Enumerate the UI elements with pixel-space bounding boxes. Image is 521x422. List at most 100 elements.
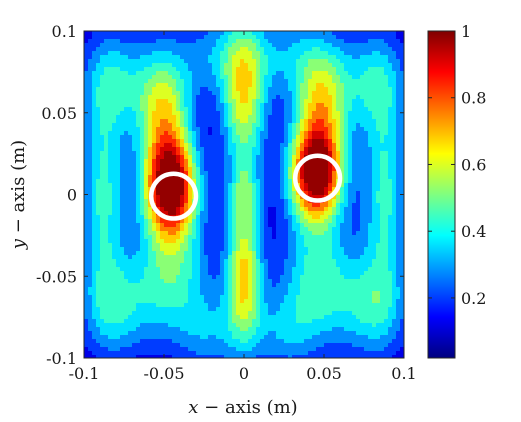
field-cell: [240, 115, 245, 120]
field-cell: [308, 275, 313, 280]
field-cell: [300, 183, 305, 188]
field-cell: [308, 135, 313, 140]
field-cell: [128, 111, 133, 116]
field-cell: [188, 131, 193, 136]
field-cell: [364, 63, 369, 68]
field-cell: [188, 87, 193, 92]
field-cell: [120, 251, 125, 256]
field-cell: [268, 47, 273, 52]
field-cell: [228, 139, 233, 144]
field-cell: [288, 79, 293, 84]
field-cell: [140, 159, 145, 164]
field-cell: [300, 95, 305, 100]
field-cell: [116, 243, 121, 248]
field-cell: [128, 143, 133, 148]
field-cell: [384, 211, 389, 216]
field-cell: [208, 131, 213, 136]
field-cell: [192, 35, 197, 40]
field-cell: [92, 171, 97, 176]
field-cell: [240, 107, 245, 112]
field-cell: [248, 131, 253, 136]
field-cell: [388, 39, 393, 44]
field-cell: [304, 207, 309, 212]
field-cell: [240, 55, 245, 60]
field-cell: [380, 235, 385, 240]
field-cell: [304, 107, 309, 112]
field-cell: [180, 235, 185, 240]
field-cell: [212, 259, 217, 264]
field-cell: [284, 143, 289, 148]
field-cell: [264, 179, 269, 184]
field-cell: [200, 115, 205, 120]
field-cell: [260, 103, 265, 108]
field-cell: [296, 43, 301, 48]
field-cell: [268, 151, 273, 156]
field-cell: [128, 71, 133, 76]
field-cell: [324, 103, 329, 108]
field-cell: [296, 115, 301, 120]
field-cell: [236, 211, 241, 216]
field-cell: [88, 35, 93, 40]
field-cell: [296, 139, 301, 144]
field-cell: [228, 199, 233, 204]
field-cell: [348, 259, 353, 264]
field-cell: [208, 187, 213, 192]
field-cell: [124, 147, 129, 152]
field-cell: [208, 231, 213, 236]
field-cell: [260, 227, 265, 232]
field-cell: [108, 79, 113, 84]
field-cell: [276, 131, 281, 136]
field-cell: [84, 31, 89, 36]
field-cell: [92, 107, 97, 112]
field-cell: [364, 59, 369, 64]
field-cell: [380, 207, 385, 212]
field-cell: [348, 139, 353, 144]
field-cell: [292, 199, 297, 204]
field-cell: [276, 219, 281, 224]
field-cell: [332, 227, 337, 232]
field-cell: [208, 223, 213, 228]
field-cell: [156, 147, 161, 152]
field-cell: [304, 139, 309, 144]
field-cell: [204, 87, 209, 92]
field-cell: [308, 227, 313, 232]
field-cell: [264, 175, 269, 180]
field-cell: [376, 31, 381, 36]
field-cell: [208, 275, 213, 280]
field-cell: [292, 119, 297, 124]
field-cell: [232, 127, 237, 132]
field-cell: [340, 171, 345, 176]
field-cell: [120, 199, 125, 204]
field-cell: [356, 39, 361, 44]
field-cell: [124, 179, 129, 184]
field-cell: [228, 75, 233, 80]
field-cell: [156, 235, 161, 240]
field-cell: [288, 219, 293, 224]
field-cell: [360, 31, 365, 36]
field-cell: [232, 31, 237, 36]
field-cell: [356, 135, 361, 140]
field-cell: [108, 115, 113, 120]
field-cell: [288, 275, 293, 280]
field-cell: [360, 123, 365, 128]
field-cell: [312, 111, 317, 116]
field-cell: [308, 267, 313, 272]
field-cell: [336, 39, 341, 44]
field-cell: [244, 255, 249, 260]
field-cell: [192, 151, 197, 156]
field-cell: [332, 267, 337, 272]
field-cell: [232, 103, 237, 108]
field-cell: [336, 251, 341, 256]
field-cell: [236, 103, 241, 108]
field-cell: [212, 239, 217, 244]
field-cell: [308, 167, 313, 172]
field-cell: [140, 183, 145, 188]
field-cell: [156, 67, 161, 72]
field-cell: [232, 79, 237, 84]
field-cell: [88, 183, 93, 188]
field-cell: [312, 239, 317, 244]
field-cell: [236, 99, 241, 104]
field-cell: [400, 231, 404, 236]
field-cell: [400, 211, 404, 216]
